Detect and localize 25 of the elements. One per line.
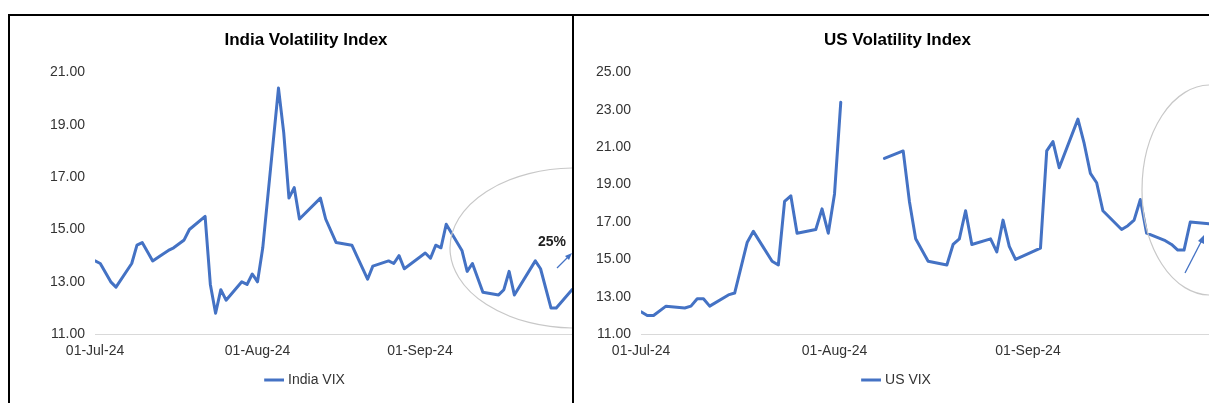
- legend-label: US VIX: [885, 370, 932, 387]
- y-tick-label: 13.00: [595, 287, 632, 304]
- annotation: 25%: [537, 233, 567, 250]
- x-tick-label: 01-Jul-24: [65, 342, 125, 359]
- y-tick-label: 23.00: [595, 100, 632, 117]
- y-tick-label: 11.00: [597, 325, 632, 342]
- x-tick-label: 01-Jul-24: [611, 342, 671, 359]
- y-tick-label: 11.00: [51, 325, 86, 342]
- y-tick-label: 17.00: [595, 212, 632, 229]
- chart-title: India Volatility Index: [224, 29, 389, 49]
- x-tick-label: 01-Sep-24: [995, 342, 1061, 359]
- y-tick-label: 21.00: [49, 63, 86, 80]
- y-tick-label: 13.00: [49, 272, 86, 289]
- y-tick-label: 21.00: [595, 138, 632, 155]
- y-tick-label: 25.00: [595, 63, 632, 80]
- y-tick-label: 15.00: [49, 220, 86, 237]
- y-tick-label: 17.00: [49, 167, 86, 184]
- chart-title: US Volatility Index: [823, 29, 972, 49]
- x-tick-label: 01-Aug-24: [224, 342, 291, 359]
- x-tick-label: 01-Sep-24: [387, 342, 453, 359]
- legend-label: India VIX: [288, 370, 346, 387]
- x-tick-label: 01-Aug-24: [801, 342, 868, 359]
- y-tick-label: 19.00: [49, 115, 86, 132]
- y-tick-label: 19.00: [595, 175, 632, 192]
- y-tick-label: 15.00: [595, 250, 632, 267]
